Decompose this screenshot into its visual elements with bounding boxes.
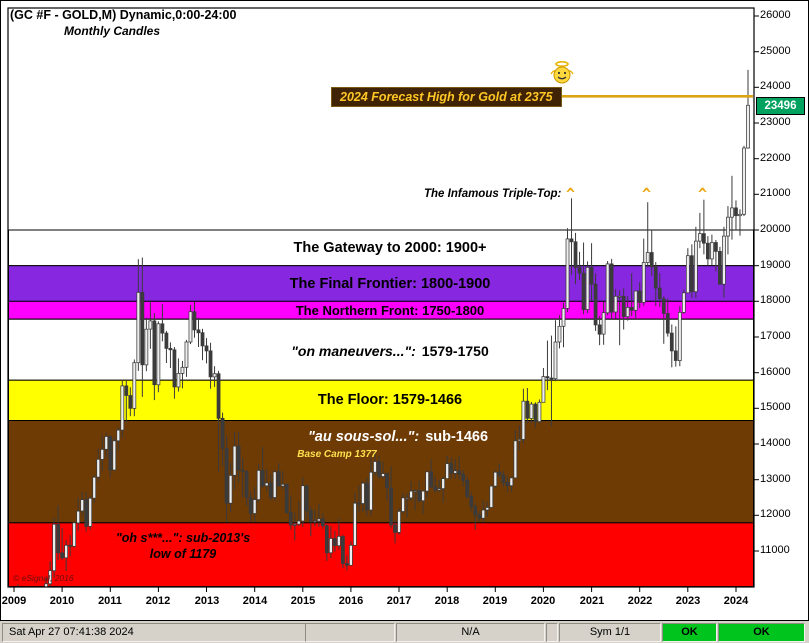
y-axis-label: 11000 bbox=[760, 544, 790, 556]
time-axis: 2009 2010 2011 2012 2013 2014 2015 2016 2017 2018… bbox=[0, 595, 809, 611]
zone-label-sous-sol-range: sub-1466 bbox=[425, 429, 489, 445]
x-axis-label: 2009 bbox=[1, 595, 27, 607]
x-axis-label: 2022 bbox=[627, 595, 653, 607]
x-axis-label: 2020 bbox=[530, 595, 556, 607]
y-axis-label: 22000 bbox=[760, 152, 791, 164]
zone-label-on-maneuvers-quote: "on maneuvers...": bbox=[291, 343, 416, 359]
status-na: N/A bbox=[396, 623, 545, 642]
y-axis-label: 26000 bbox=[760, 9, 791, 21]
y-axis-label: 24000 bbox=[760, 80, 791, 92]
status-ok-right: OK bbox=[718, 623, 805, 642]
zone-label-on-maneuvers: "on maneuvers...": 1579-1750 bbox=[190, 343, 590, 359]
axis-ticks bbox=[13, 15, 759, 592]
plot-border bbox=[7, 7, 755, 588]
y-axis-label: 21000 bbox=[760, 187, 791, 199]
y-axis-label: 23000 bbox=[760, 116, 791, 128]
y-axis-label: 14000 bbox=[760, 437, 791, 449]
status-symbol-count: Sym 1/1 bbox=[559, 623, 661, 642]
status-spacer-2 bbox=[546, 623, 558, 642]
y-axis-label: 18000 bbox=[760, 294, 791, 306]
x-axis-label: 2012 bbox=[145, 595, 171, 607]
x-axis-label: 2010 bbox=[49, 595, 75, 607]
x-axis-label: 2019 bbox=[482, 595, 508, 607]
zone-label-northern-front: The Northern Front: 1750-1800 bbox=[295, 303, 485, 318]
status-spacer-1 bbox=[305, 623, 395, 642]
y-axis-label: 13000 bbox=[760, 473, 791, 485]
status-datetime: Sat Apr 27 07:41:38 2024 bbox=[2, 623, 310, 642]
triple-top-annotation: The Infamous Triple-Top: bbox=[424, 188, 562, 200]
y-axis-label: 16000 bbox=[760, 366, 791, 378]
y-axis-label: 15000 bbox=[760, 401, 791, 413]
y-axis-label: 17000 bbox=[760, 330, 791, 342]
zone-label-sous-sol-quote: "au sous-sol...": bbox=[307, 429, 420, 445]
zone-label-final-frontier: The Final Frontier: 1800-1900 bbox=[289, 276, 491, 292]
y-axis-label: 12000 bbox=[760, 508, 791, 520]
chart-subtitle: Monthly Candles bbox=[64, 24, 161, 38]
x-axis-label: 2013 bbox=[194, 595, 220, 607]
zone-label-basement-line1: "oh s***...": sub-2013's bbox=[115, 531, 251, 545]
zone-label-basement: "oh s***...": sub-2013's low of 1179 bbox=[58, 530, 308, 562]
x-axis-label: 2024 bbox=[723, 595, 749, 607]
status-ok-left: OK bbox=[662, 623, 717, 642]
x-axis-label: 2016 bbox=[338, 595, 364, 607]
x-axis-label: 2017 bbox=[386, 595, 412, 607]
x-axis-label: 2021 bbox=[579, 595, 605, 607]
x-axis-label: 2014 bbox=[242, 595, 268, 607]
candlesticks bbox=[17, 69, 750, 587]
last-price-flag: 23496 bbox=[756, 97, 805, 115]
angel-smiley-icon bbox=[550, 60, 574, 84]
zone-label-gateway: The Gateway to 2000: 1900+ bbox=[293, 240, 487, 256]
zone-label-floor: The Floor: 1579-1466 bbox=[317, 392, 463, 408]
status-bar: Sat Apr 27 07:41:38 2024 N/A Sym 1/1 OK … bbox=[0, 620, 809, 643]
forecast-annotation: 2024 Forecast High for Gold at 2375 bbox=[331, 87, 562, 107]
price-axis: 26000 25000 24000 23000 22000 21000 20000 19000… bbox=[760, 0, 808, 600]
zone-label-basement-line2: low of 1179 bbox=[149, 547, 217, 561]
zone-label-base-camp: Base Camp 1377 bbox=[297, 449, 377, 460]
chart-title: (GC #F - GOLD,M) Dynamic,0:00-24:00 bbox=[10, 8, 237, 22]
zone-label-sous-sol: "au sous-sol...": sub-1466 bbox=[198, 429, 598, 445]
zone-label-on-maneuvers-range: 1579-1750 bbox=[421, 343, 489, 359]
y-axis-label: 19000 bbox=[760, 259, 791, 271]
y-axis-label: 25000 bbox=[760, 45, 791, 57]
x-axis-label: 2011 bbox=[98, 595, 122, 607]
y-axis-label: 20000 bbox=[760, 223, 791, 235]
copyright-note: © eSignal, 2016 bbox=[13, 573, 74, 583]
x-axis-label: 2018 bbox=[434, 595, 460, 607]
x-axis-label: 2015 bbox=[290, 595, 316, 607]
x-axis-label: 2023 bbox=[675, 595, 701, 607]
